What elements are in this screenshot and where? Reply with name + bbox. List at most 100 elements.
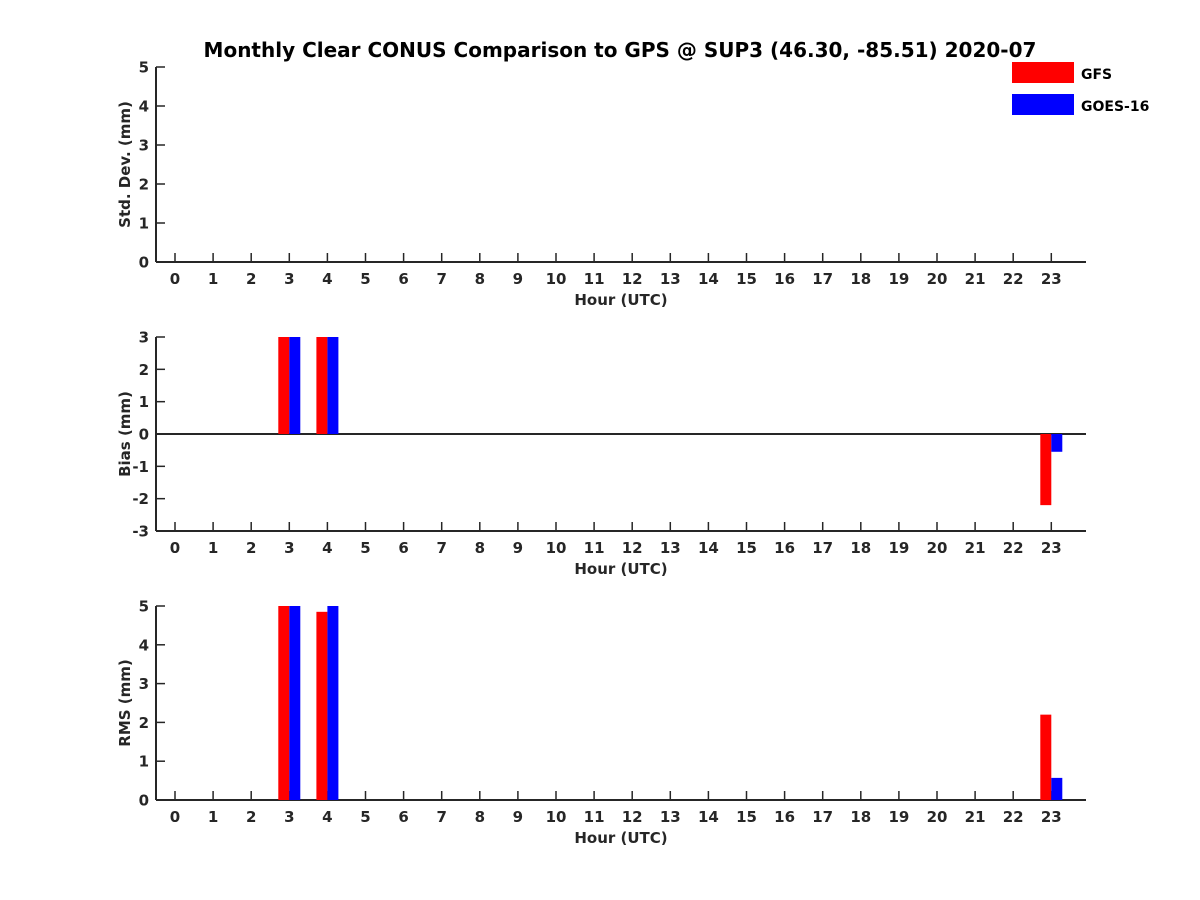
x-axis-label: Hour (UTC)	[574, 829, 667, 847]
x-tick-label: 21	[965, 808, 986, 826]
x-tick-label: 18	[850, 539, 871, 557]
chart-title: Monthly Clear CONUS Comparison to GPS @ …	[204, 38, 1037, 62]
x-tick-label: 1	[208, 808, 218, 826]
y-tick-label: 2	[139, 361, 149, 379]
x-tick-label: 8	[475, 808, 485, 826]
x-tick-label: 14	[698, 270, 719, 288]
x-tick-label: 22	[1003, 270, 1024, 288]
x-tick-label: 15	[736, 270, 757, 288]
bar-goes-16-hour-4	[327, 606, 339, 800]
x-tick-label: 19	[888, 808, 909, 826]
y-tick-label: 0	[139, 426, 149, 444]
y-tick-label: 1	[139, 753, 149, 771]
y-tick-label: 4	[139, 636, 149, 654]
y-tick-label: 1	[139, 393, 149, 411]
y-tick-label: -1	[132, 458, 149, 476]
x-tick-label: 9	[513, 270, 523, 288]
bar-goes-16-hour-3	[289, 606, 301, 800]
x-tick-label: 10	[546, 808, 567, 826]
bar-gfs-hour-4	[316, 337, 328, 434]
x-axis-label: Hour (UTC)	[574, 291, 667, 309]
x-tick-label: 11	[584, 270, 605, 288]
x-tick-label: 12	[622, 539, 643, 557]
legend-swatch-goes16	[1012, 94, 1074, 115]
x-tick-label: 0	[170, 808, 180, 826]
x-tick-label: 2	[246, 270, 256, 288]
x-tick-label: 5	[360, 808, 370, 826]
x-tick-label: 11	[584, 808, 605, 826]
y-axis-label: RMS (mm)	[116, 659, 134, 746]
y-tick-label: 0	[139, 792, 149, 810]
x-tick-label: 15	[736, 808, 757, 826]
bar-gfs-hour-23	[1040, 714, 1052, 800]
x-tick-label: 12	[622, 270, 643, 288]
x-tick-label: 20	[927, 539, 948, 557]
y-tick-label: 3	[139, 137, 149, 155]
legend: GFS GOES-16	[1012, 62, 1149, 115]
x-tick-label: 23	[1041, 539, 1062, 557]
x-tick-label: 11	[584, 539, 605, 557]
x-tick-label: 8	[475, 539, 485, 557]
x-tick-label: 19	[888, 539, 909, 557]
x-tick-label: 20	[927, 808, 948, 826]
x-tick-label: 8	[475, 270, 485, 288]
x-tick-label: 2	[246, 539, 256, 557]
x-tick-label: 10	[546, 539, 567, 557]
x-tick-label: 4	[322, 539, 332, 557]
bar-gfs-hour-4	[316, 611, 328, 800]
x-tick-label: 21	[965, 539, 986, 557]
x-tick-label: 13	[660, 808, 681, 826]
y-tick-label: -3	[132, 523, 149, 541]
x-tick-label: 14	[698, 539, 719, 557]
x-tick-label: 16	[774, 270, 795, 288]
x-tick-label: 4	[322, 270, 332, 288]
legend-label-gfs: GFS	[1081, 67, 1112, 83]
x-tick-label: 22	[1003, 539, 1024, 557]
bar-goes-16-hour-3	[289, 337, 301, 434]
y-tick-label: 3	[139, 675, 149, 693]
x-tick-label: 4	[322, 808, 332, 826]
y-tick-label: 5	[139, 59, 149, 77]
x-tick-label: 3	[284, 808, 294, 826]
bar-gfs-hour-3	[278, 337, 290, 434]
x-tick-label: 17	[812, 808, 833, 826]
x-tick-label: 0	[170, 270, 180, 288]
y-tick-label: 0	[139, 254, 149, 272]
x-tick-label: 22	[1003, 808, 1024, 826]
x-tick-label: 21	[965, 270, 986, 288]
x-tick-label: 16	[774, 808, 795, 826]
x-tick-label: 3	[284, 539, 294, 557]
legend-swatch-gfs	[1012, 62, 1074, 83]
x-tick-label: 6	[398, 270, 408, 288]
x-tick-label: 10	[546, 270, 567, 288]
x-axis-label: Hour (UTC)	[574, 560, 667, 578]
x-tick-label: 12	[622, 808, 643, 826]
y-tick-label: 1	[139, 215, 149, 233]
x-tick-label: 2	[246, 808, 256, 826]
x-tick-label: 23	[1041, 808, 1062, 826]
y-axis-label: Bias (mm)	[116, 391, 134, 477]
x-tick-label: 7	[436, 270, 446, 288]
x-tick-label: 5	[360, 270, 370, 288]
bar-gfs-hour-23	[1040, 434, 1052, 506]
x-tick-label: 6	[398, 539, 408, 557]
x-tick-label: 3	[284, 270, 294, 288]
y-axis-label: Std. Dev. (mm)	[116, 101, 134, 228]
x-tick-label: 16	[774, 539, 795, 557]
x-tick-label: 1	[208, 539, 218, 557]
legend-label-goes16: GOES-16	[1081, 99, 1149, 115]
x-tick-label: 0	[170, 539, 180, 557]
x-tick-label: 5	[360, 539, 370, 557]
bar-goes-16-hour-23	[1051, 777, 1063, 800]
x-tick-label: 13	[660, 539, 681, 557]
x-tick-label: 20	[927, 270, 948, 288]
bar-gfs-hour-3	[278, 606, 290, 800]
y-tick-label: 4	[139, 98, 149, 116]
x-tick-label: 23	[1041, 270, 1062, 288]
x-tick-label: 1	[208, 270, 218, 288]
